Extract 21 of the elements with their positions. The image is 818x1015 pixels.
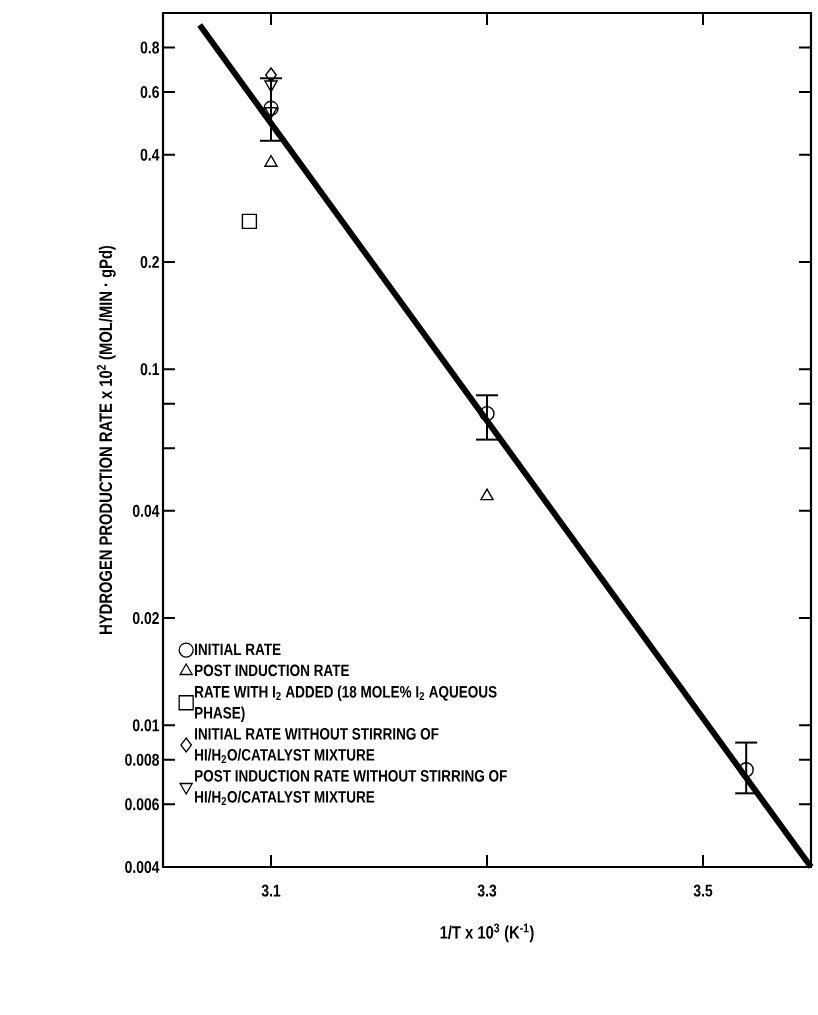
legend-label: POST INDUCTION RATE WITHOUT STIRRING OF HI/H$_{2}$O/CATALYST MIXTURE (195, 769, 507, 806)
y-tick-label: 0.02 (132, 612, 159, 625)
legend-label: INITIAL RATE (195, 643, 281, 655)
y-tick-label: 0.8 (140, 41, 160, 54)
y-tick-label: 0.04 (132, 504, 160, 517)
y-tick-label: 0.2 (140, 255, 159, 268)
y-axis-title: HYDROGEN PRODUCTION RATE x 10$^{2}$ (MOL/MIN · gPd) (96, 245, 116, 634)
y-tick-label: 0.1 (140, 363, 160, 376)
x-tick-label: 3.5 (693, 884, 713, 897)
x-tick-label: 3.1 (261, 884, 281, 897)
y-tick-label: 0.004 (125, 860, 160, 874)
legend-label: INITIAL RATE WITHOUT STIRRING OF HI/H$_{2}$O/CATALYST MIXTURE (195, 727, 439, 764)
y-tick-label: 0.6 (140, 86, 159, 99)
y-tick-label: 0.4 (140, 148, 160, 161)
x-axis-title: 1/T x 10$^{3}$ (K$^{-1}$) (440, 923, 534, 943)
y-tick-label: 0.006 (125, 798, 159, 811)
y-tick-label: 0.01 (132, 719, 160, 732)
x-tick-label: 3.3 (477, 884, 497, 897)
legend-label: POST INDUCTION RATE (195, 664, 349, 677)
y-tick-label: 0.008 (125, 753, 160, 766)
text: RATE WITH I$_{2}$ ADDED (18 MOLE% I$_{2}$ AQUEOUS PHASE) (195, 685, 497, 722)
